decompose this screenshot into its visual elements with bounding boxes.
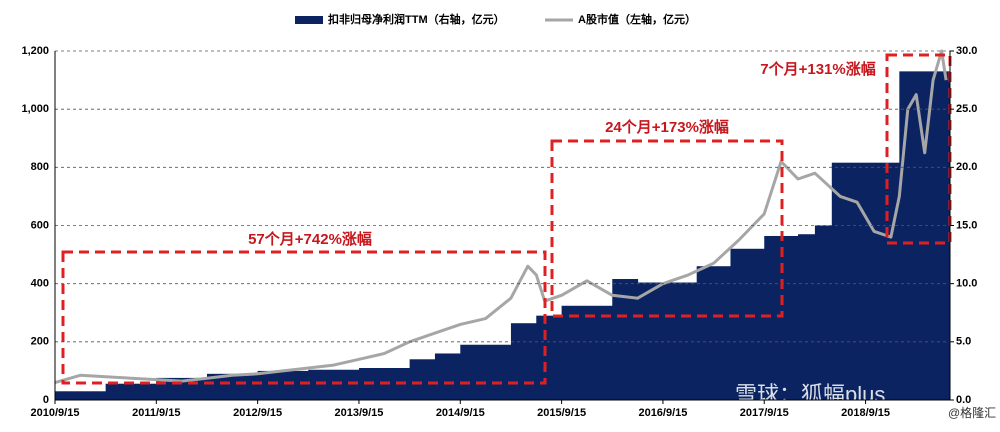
x-tick-label: 2011/9/15 <box>132 407 180 419</box>
plot-area <box>54 49 951 400</box>
annotation: 57个月+742%涨幅 <box>248 230 372 248</box>
period-box <box>885 53 952 245</box>
step-bar <box>696 266 731 400</box>
watermark: @格隆汇 <box>948 405 996 420</box>
y2-tick-label: 10.0 <box>956 278 977 290</box>
y2-tick-label: 25.0 <box>956 103 977 115</box>
x-tick-label: 2012/9/15 <box>233 407 282 419</box>
x-tick-label: 2013/9/15 <box>334 407 383 419</box>
legend-label: A股市值（左轴，亿元） <box>578 12 696 26</box>
step-bar <box>308 369 360 400</box>
step-bar <box>257 370 309 400</box>
y-tick-label: 400 <box>31 278 49 290</box>
step-bar <box>55 391 107 400</box>
step-bar <box>434 353 461 400</box>
period-box <box>61 250 547 385</box>
step-bar <box>798 234 816 400</box>
y-tick-label: 800 <box>31 161 49 173</box>
step-bar <box>409 359 436 400</box>
line <box>54 49 948 385</box>
y-tick-label: 600 <box>31 219 49 231</box>
y2-tick-label: 30.0 <box>956 45 977 57</box>
step-bar <box>730 248 765 400</box>
x-tick-label: 2014/9/15 <box>436 407 485 419</box>
annotation: 24个月+173%涨幅 <box>605 118 729 136</box>
period-box <box>550 139 784 318</box>
x-tick-label: 2015/9/15 <box>537 407 586 419</box>
step-bar <box>899 71 951 400</box>
annotation: 7个月+131%涨幅 <box>760 60 875 78</box>
y-tick-label: 1,200 <box>21 45 49 57</box>
step-bar <box>561 305 613 400</box>
x-tick-label: 2010/9/15 <box>31 407 80 419</box>
step-bar <box>105 383 157 400</box>
step-bar <box>536 315 563 400</box>
x-tick-label: 2017/9/15 <box>740 407 789 419</box>
step-bar <box>637 282 698 400</box>
y-tick-label: 1,000 <box>21 103 49 115</box>
legend-swatch <box>295 16 323 24</box>
x-tick-label: 2016/9/15 <box>638 407 687 419</box>
step-bar <box>814 225 833 400</box>
watermark: 雪球：狐蝠plus <box>735 382 885 407</box>
y2-tick-label: 0.0 <box>956 394 971 406</box>
y2-tick-label: 15.0 <box>956 219 977 231</box>
y-tick-label: 200 <box>31 336 49 348</box>
legend-label: 扣非归母净利润TTM（右轴，亿元） <box>328 12 505 26</box>
y-tick-label: 0 <box>43 394 49 406</box>
y2-tick-label: 5.0 <box>956 336 971 348</box>
step-bar <box>510 323 537 400</box>
y2-tick-label: 20.0 <box>956 161 977 173</box>
x-tick-label: 2018/9/15 <box>841 407 890 419</box>
step-bar <box>764 235 799 400</box>
step-bar <box>460 344 512 400</box>
